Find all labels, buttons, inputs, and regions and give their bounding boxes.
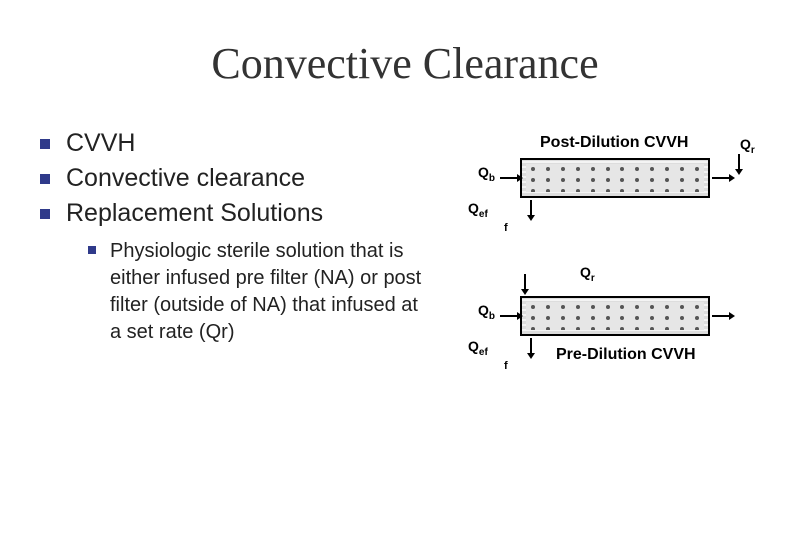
bullet-text: CVVH bbox=[66, 129, 135, 158]
bullet-square-icon bbox=[40, 139, 50, 149]
label-qef-sub: ef bbox=[479, 209, 488, 220]
diagram-column: Post-Dilution CVVH Qr Qb bbox=[460, 129, 790, 414]
cvvh-diagram: Post-Dilution CVVH Qr Qb bbox=[460, 134, 790, 414]
filter-post-dilution bbox=[520, 158, 710, 198]
filter-inner bbox=[526, 164, 704, 192]
label-f-top: f bbox=[504, 222, 508, 234]
label-qef-bottom: Qef bbox=[468, 338, 488, 358]
label-qr-sub: r bbox=[751, 145, 755, 156]
page-title: Convective Clearance bbox=[0, 0, 810, 109]
arrow-qb-top bbox=[500, 177, 518, 179]
label-qr-sub-b: r bbox=[591, 273, 595, 284]
arrow-out-bottom bbox=[712, 315, 730, 317]
label-qr-bottom: Qr bbox=[580, 264, 595, 284]
arrow-qef-bottom bbox=[530, 338, 532, 354]
label-qr-letter: Q bbox=[740, 136, 751, 152]
bullet-text: Replacement Solutions bbox=[66, 199, 323, 228]
content-area: CVVH Convective clearance Replacement So… bbox=[0, 109, 810, 414]
arrow-qr-down-bottom bbox=[524, 274, 526, 290]
bullet-replacement: Replacement Solutions bbox=[40, 199, 460, 228]
bullets-column: CVVH Convective clearance Replacement So… bbox=[40, 129, 460, 414]
bullet-convective: Convective clearance bbox=[40, 164, 460, 193]
label-qr-top: Qr bbox=[740, 136, 755, 156]
filter-pre-dilution bbox=[520, 296, 710, 336]
arrow-qb-bottom bbox=[500, 315, 518, 317]
sub-bullet-text: Physiologic sterile solution that is eit… bbox=[110, 238, 430, 346]
arrow-qr-down-top bbox=[738, 154, 740, 170]
bullet-cvvh: CVVH bbox=[40, 129, 460, 158]
label-qb-top: Qb bbox=[478, 164, 495, 184]
label-qef-letter: Q bbox=[468, 200, 479, 216]
diagram-title-pre: Pre-Dilution CVVH bbox=[556, 346, 696, 364]
bullet-square-icon bbox=[40, 174, 50, 184]
label-qb-letter: Q bbox=[478, 164, 489, 180]
sub-bullet-physiologic: Physiologic sterile solution that is eit… bbox=[88, 238, 460, 346]
label-qb-bottom: Qb bbox=[478, 302, 495, 322]
label-qef-letter-b: Q bbox=[468, 338, 479, 354]
bullet-text: Convective clearance bbox=[66, 164, 305, 193]
label-qef-top: Qef bbox=[468, 200, 488, 220]
diagram-title-post: Post-Dilution CVVH bbox=[540, 134, 688, 152]
label-qr-letter-b: Q bbox=[580, 264, 591, 280]
label-qb-sub-b: b bbox=[489, 311, 495, 322]
bullet-square-icon bbox=[88, 246, 96, 254]
label-qef-sub-b: ef bbox=[479, 347, 488, 358]
label-qb-sub: b bbox=[489, 173, 495, 184]
arrow-qef-top bbox=[530, 200, 532, 216]
arrow-out-top bbox=[712, 177, 730, 179]
label-f-bottom: f bbox=[504, 360, 508, 372]
bullet-square-icon bbox=[40, 209, 50, 219]
label-qb-letter-b: Q bbox=[478, 302, 489, 318]
filter-inner-b bbox=[526, 302, 704, 330]
